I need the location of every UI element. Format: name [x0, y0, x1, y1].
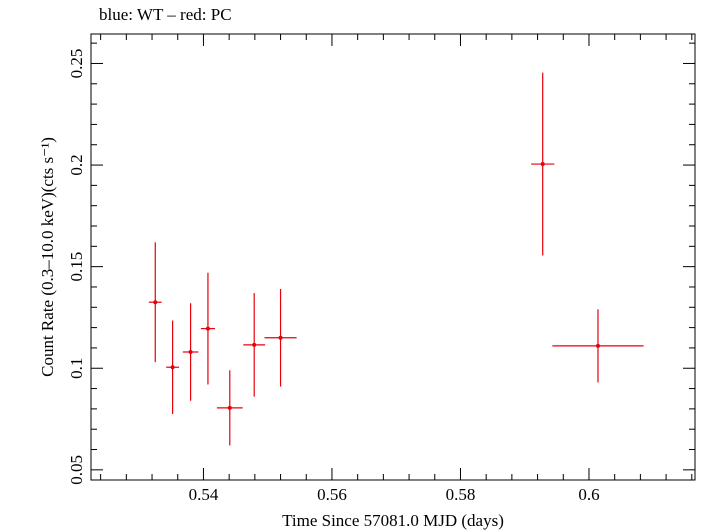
point-marker: [153, 300, 158, 305]
point-marker: [540, 162, 545, 167]
point-marker: [595, 343, 600, 348]
point-marker: [278, 335, 283, 340]
data-point: [166, 320, 180, 414]
axis-ticks: [91, 34, 695, 480]
x-tick-label: 0.6: [578, 485, 599, 504]
y-tick-label: 0.1: [67, 358, 86, 379]
data-point: [531, 72, 555, 256]
x-axis-label: Time Since 57081.0 MJD (days): [282, 511, 504, 530]
point-marker: [205, 326, 210, 331]
axis-tick-labels: 0.54 0.56 0.58 0.6 0.05 0.1 0.15 0.2 0.25: [67, 49, 600, 504]
data-point: [552, 309, 644, 383]
x-tick-label: 0.54: [189, 485, 219, 504]
y-tick-label: 0.2: [67, 154, 86, 175]
data-point: [216, 370, 243, 446]
y-axis-label: Count Rate (0.3–10.0 keV)(cts s⁻¹): [38, 137, 57, 377]
point-marker: [227, 405, 232, 410]
x-tick-label: 0.58: [446, 485, 476, 504]
data-points: [148, 72, 644, 446]
chart-title: blue: WT – red: PC: [99, 5, 232, 24]
data-point: [200, 272, 216, 385]
y-tick-label: 0.25: [67, 49, 86, 79]
point-marker: [188, 349, 193, 354]
point-marker: [252, 342, 257, 347]
data-point: [243, 293, 266, 397]
data-point: [182, 303, 199, 401]
x-tick-label: 0.56: [317, 485, 347, 504]
y-tick-label: 0.05: [67, 455, 86, 485]
plot-frame: [90, 33, 696, 481]
y-tick-label: 0.15: [67, 252, 86, 282]
data-point: [264, 289, 297, 387]
point-marker: [170, 365, 175, 370]
data-point: [148, 242, 162, 363]
